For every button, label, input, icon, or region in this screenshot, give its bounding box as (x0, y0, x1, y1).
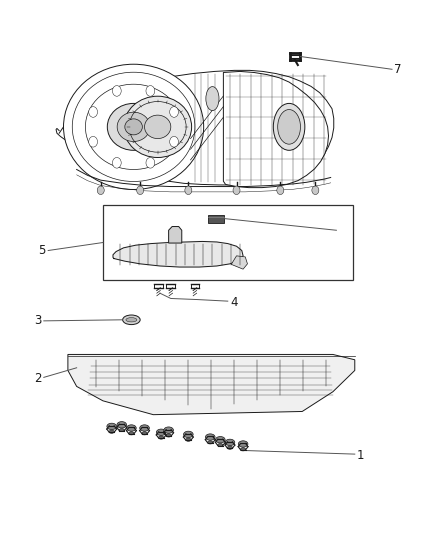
Ellipse shape (208, 441, 213, 444)
Ellipse shape (159, 436, 164, 439)
Ellipse shape (225, 439, 235, 446)
Ellipse shape (215, 437, 225, 443)
Text: 1: 1 (357, 449, 364, 462)
FancyBboxPatch shape (208, 215, 224, 223)
Text: 5: 5 (39, 244, 46, 257)
FancyBboxPatch shape (103, 205, 353, 280)
Ellipse shape (117, 422, 127, 428)
Ellipse shape (184, 431, 193, 438)
Ellipse shape (145, 115, 171, 139)
Polygon shape (231, 256, 247, 269)
Ellipse shape (218, 443, 223, 447)
Circle shape (97, 186, 104, 195)
Ellipse shape (123, 315, 140, 325)
Ellipse shape (126, 318, 137, 322)
Circle shape (277, 186, 284, 195)
Circle shape (170, 107, 178, 117)
Ellipse shape (127, 425, 136, 431)
Ellipse shape (129, 432, 134, 435)
Text: 2: 2 (34, 372, 42, 385)
Polygon shape (113, 241, 243, 267)
Ellipse shape (124, 96, 192, 158)
Ellipse shape (156, 429, 166, 435)
Polygon shape (169, 227, 182, 243)
Ellipse shape (205, 434, 215, 440)
Polygon shape (56, 70, 334, 185)
Polygon shape (68, 354, 355, 415)
Text: 6: 6 (339, 224, 346, 237)
Ellipse shape (107, 423, 117, 430)
Circle shape (146, 86, 155, 96)
Text: 7: 7 (394, 63, 402, 76)
Circle shape (113, 86, 121, 96)
Ellipse shape (273, 103, 305, 150)
Circle shape (113, 157, 121, 168)
Circle shape (312, 186, 319, 195)
Circle shape (89, 136, 98, 147)
Circle shape (170, 136, 178, 147)
Circle shape (146, 157, 155, 168)
Polygon shape (223, 71, 328, 188)
Text: 3: 3 (34, 314, 42, 327)
Ellipse shape (119, 429, 124, 432)
Ellipse shape (64, 64, 204, 189)
Ellipse shape (186, 438, 191, 441)
Ellipse shape (117, 112, 150, 142)
Ellipse shape (140, 425, 149, 431)
Ellipse shape (164, 427, 173, 433)
Ellipse shape (278, 110, 300, 144)
Ellipse shape (109, 430, 114, 433)
Ellipse shape (166, 434, 171, 437)
Ellipse shape (107, 103, 160, 150)
Ellipse shape (240, 448, 246, 451)
Ellipse shape (227, 446, 233, 449)
Circle shape (89, 107, 98, 117)
Circle shape (233, 186, 240, 195)
Text: 4: 4 (230, 296, 237, 309)
Circle shape (185, 186, 192, 195)
Ellipse shape (142, 432, 147, 435)
Ellipse shape (238, 441, 248, 447)
Ellipse shape (206, 86, 219, 111)
Circle shape (137, 186, 144, 195)
Ellipse shape (125, 119, 142, 135)
